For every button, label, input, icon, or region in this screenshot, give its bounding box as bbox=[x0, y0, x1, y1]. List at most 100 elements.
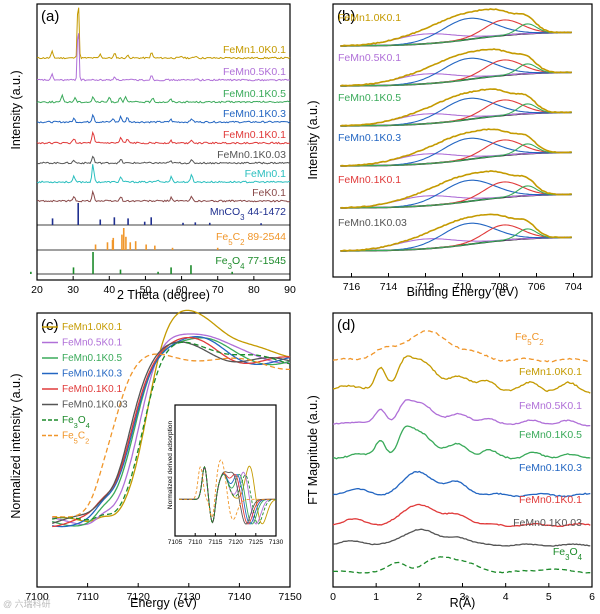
exafs-series-label: FeMn0.5K0.1 bbox=[519, 400, 582, 412]
exafs-series-label: FeMn0.1K0.1 bbox=[519, 494, 582, 506]
panel-a-x-tick-label: 80 bbox=[248, 284, 260, 296]
inset-frame bbox=[174, 404, 277, 537]
legend-entry: FeMn0.5K0.1 bbox=[62, 338, 122, 349]
legend-entry: FeMn0.1K0.3 bbox=[62, 369, 122, 380]
legend-entry: FeMn0.1K0.5 bbox=[62, 353, 122, 364]
exafs-curve bbox=[332, 528, 591, 547]
panel-b-x-tick-label: 716 bbox=[343, 281, 361, 293]
exafs-series-label: FeMn0.1K0.3 bbox=[519, 462, 582, 474]
xps-envelope bbox=[340, 128, 572, 167]
panel-b-label: (b) bbox=[337, 8, 355, 25]
inset-curve bbox=[179, 459, 276, 521]
panel-c-x-tick-label: 7110 bbox=[76, 591, 99, 603]
panel-d-x-tick-label: 6 bbox=[589, 591, 595, 603]
inset-tick-label: 7120 bbox=[228, 539, 243, 546]
xrd-series-label: FeMn0.5K0.1 bbox=[223, 66, 286, 78]
panel-b-x-tick-label: 712 bbox=[417, 281, 435, 293]
legend-entry: FeMn0.1K0.1 bbox=[62, 384, 122, 395]
panel-a-x-tick-label: 60 bbox=[176, 284, 188, 296]
inset-tick-label: 7105 bbox=[168, 539, 183, 546]
xps-component bbox=[340, 185, 572, 209]
xrd-series-label: FeMn0.1K0.03 bbox=[217, 149, 286, 161]
panel-c-ylabel: Normalized intensity (a.u.) bbox=[9, 373, 23, 518]
exafs-series-label: Fe3O4 bbox=[553, 546, 583, 562]
panel-a-label: (a) bbox=[41, 8, 59, 25]
exafs-series-label: FeMn0.1K0.03 bbox=[513, 517, 582, 529]
exafs-curve bbox=[332, 470, 591, 498]
xrd-series-label: FeK0.1 bbox=[252, 187, 286, 199]
panel-a-x-tick-label: 40 bbox=[103, 284, 115, 296]
panel-b-x-tick-label: 708 bbox=[491, 281, 509, 293]
xrd-series-label: FeMn0.1 bbox=[245, 168, 287, 180]
ref-label: Fe3O4 77-1545 bbox=[215, 255, 286, 271]
xrd-series-line bbox=[36, 33, 291, 82]
panel-d-x-tick-label: 3 bbox=[460, 591, 466, 603]
xps-sample-label: FeMn0.1K0.03 bbox=[338, 217, 407, 229]
inset-curve bbox=[179, 466, 276, 525]
panel-c-label: (c) bbox=[41, 317, 59, 334]
exafs-curve bbox=[332, 425, 591, 460]
exafs-series-label: FeMn1.0K0.1 bbox=[519, 366, 582, 378]
panel-a-x-tick-label: 90 bbox=[284, 284, 296, 296]
panel-b-ylabel: Intensity (a.u.) bbox=[306, 100, 320, 179]
exafs-curve bbox=[333, 399, 591, 427]
inset-curve bbox=[179, 466, 276, 525]
inset-curve bbox=[179, 466, 277, 525]
panel-d-x-tick-label: 0 bbox=[330, 591, 336, 603]
xps-sample-label: FeMn1.0K0.1 bbox=[338, 12, 401, 24]
exafs-series-label: Fe5C2 bbox=[515, 331, 544, 347]
panel-a-x-tick-label: 30 bbox=[67, 284, 79, 296]
panel-b-xlabel: Binding Energy (eV) bbox=[407, 285, 519, 299]
xps-envelope bbox=[340, 170, 572, 209]
xps-component bbox=[340, 228, 572, 252]
xps-sample-label: FeMn0.1K0.3 bbox=[338, 132, 401, 144]
panel-a-xlabel: 2 Theta (degree) bbox=[117, 288, 210, 302]
xrd-series-label: FeMn1.0K0.1 bbox=[223, 44, 286, 56]
exafs-curve bbox=[332, 556, 591, 574]
xanes-curve bbox=[52, 353, 290, 518]
xps-component bbox=[340, 143, 572, 167]
inset-tick-label: 7125 bbox=[249, 539, 264, 546]
xps-sample-label: FeMn0.5K0.1 bbox=[338, 52, 401, 64]
legend-entry: Fe5C2 bbox=[62, 431, 89, 446]
panel-d-x-tick-label: 1 bbox=[373, 591, 379, 603]
panel-c-x-tick-label: 7150 bbox=[278, 591, 302, 603]
xrd-series-line bbox=[36, 189, 291, 203]
inset-curve bbox=[179, 466, 276, 525]
legend-entry: Fe3O4 bbox=[62, 415, 90, 430]
panel-c-x-tick-label: 7100 bbox=[25, 591, 49, 603]
xanes-curve bbox=[52, 341, 291, 521]
xanes-curve bbox=[52, 333, 291, 526]
panel-d-xlabel: R(Å) bbox=[450, 595, 476, 610]
xrd-series-line bbox=[36, 130, 291, 145]
xps-sample-label: FeMn0.1K0.5 bbox=[338, 92, 401, 104]
panel-c-x-tick-label: 7130 bbox=[177, 591, 201, 603]
exafs-series-label: FeMn0.1K0.5 bbox=[519, 429, 582, 441]
xps-sample-label: FeMn0.1K0.1 bbox=[338, 174, 401, 186]
inset-tick-label: 7115 bbox=[208, 539, 222, 546]
xps-component bbox=[340, 23, 572, 47]
panel-d-label: (d) bbox=[337, 317, 355, 334]
panel-c-x-tick-label: 7120 bbox=[127, 591, 151, 603]
panel-b-x-tick-label: 714 bbox=[380, 281, 398, 293]
ref-label: MnCO3 44-1472 bbox=[210, 206, 286, 222]
panel-a-x-tick-label: 50 bbox=[140, 284, 152, 296]
panel-a-frame bbox=[36, 3, 291, 281]
xrd-series-line bbox=[36, 93, 291, 104]
panel-d-x-tick-label: 5 bbox=[546, 591, 552, 603]
xps-envelope bbox=[340, 88, 572, 127]
xrd-series-line bbox=[36, 155, 291, 165]
panel-a-ylabel: Intensity (a.u.) bbox=[9, 70, 23, 149]
panel-c-xlabel: Energy (eV) bbox=[130, 596, 197, 610]
xps-envelope bbox=[340, 48, 572, 87]
xanes-curve bbox=[52, 309, 291, 522]
exafs-curve bbox=[332, 330, 591, 363]
ref-label: Fe5C2 89-2544 bbox=[216, 231, 286, 247]
inset-curve bbox=[179, 466, 276, 525]
exafs-curve bbox=[332, 355, 591, 394]
panel-c-frame bbox=[36, 312, 291, 588]
xrd-series-line bbox=[36, 7, 291, 60]
panel-b-x-tick-label: 704 bbox=[565, 281, 583, 293]
xps-envelope bbox=[340, 8, 572, 47]
